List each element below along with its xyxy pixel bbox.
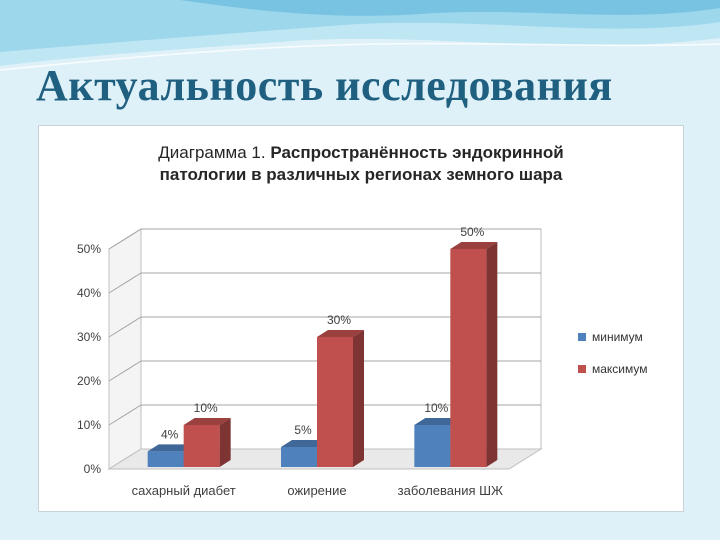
bar-top [183,418,231,425]
side-wall [108,228,142,470]
bar [414,425,451,467]
bar-side [486,242,498,467]
legend-label-max: максимум [592,362,648,376]
legend-item-max: максимум [578,362,648,376]
chart-title-line1: Распространённость эндокринной [270,143,564,162]
bar-side [219,418,231,467]
chart-panel: 0% 10% 20% 30% 40% 50% 4% 10% сахарный диабет 5% 3… [38,125,684,512]
gridline [108,316,541,338]
slide-title: Актуальность исследования [36,61,613,110]
chart-title: Диаграмма 1. Распространённость эндокрин… [39,142,683,186]
chart-title-prefix: Диаграмма 1. [158,143,266,162]
y-tick-label: 50% [77,242,101,256]
bar-top [450,242,498,249]
legend-label-min: минимум [592,330,643,344]
gridline [108,228,541,250]
decor-wave-3 [180,0,720,16]
bar-side [353,330,364,467]
data-label: 4% [161,427,179,441]
chart-title-line2: патологии в различных регионах земного ш… [159,165,563,184]
gridline [108,272,541,294]
bar-chart: 0% 10% 20% 30% 40% 50% 4% 10% сахарный диабет 5% 3… [77,225,543,498]
gridline [108,360,541,382]
y-tick-label: 40% [77,286,101,300]
data-label: 10% [194,401,218,415]
gridline [108,404,541,426]
decor-wave-line [0,42,720,71]
data-label: 30% [327,313,351,327]
bar-top [414,418,462,425]
y-tick-label: 10% [77,418,101,432]
x-category-label: заболевания ШЖ [398,483,503,498]
bar [281,447,317,467]
y-tick-label: 20% [77,374,101,388]
data-label: 5% [294,423,312,437]
x-category-label: сахарный диабет [132,483,236,498]
data-label: 10% [424,401,448,415]
bar [450,249,487,467]
data-label: 50% [460,225,484,239]
y-tick-label: 0% [84,462,102,476]
bar [147,451,184,467]
legend-swatch-min [578,333,586,341]
bar-top [147,444,195,452]
x-category-label: ожирение [287,483,346,498]
legend-swatch-max [578,365,586,373]
bar [317,337,353,467]
bar-top [317,330,364,337]
bar [183,425,220,467]
y-tick-label: 30% [77,330,101,344]
bar-top [281,440,328,447]
chart-legend: минимум максимум [578,330,648,394]
legend-item-min: минимум [578,330,648,344]
